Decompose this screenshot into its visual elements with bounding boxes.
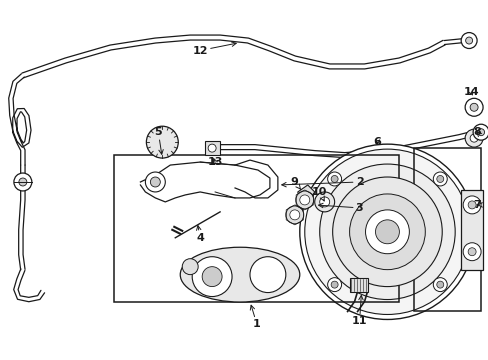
Circle shape bbox=[375, 220, 399, 244]
Polygon shape bbox=[297, 185, 314, 202]
Circle shape bbox=[208, 144, 216, 152]
Text: 11: 11 bbox=[351, 296, 366, 327]
Text: 6: 6 bbox=[373, 137, 381, 147]
Text: 12: 12 bbox=[192, 42, 236, 55]
Circle shape bbox=[19, 178, 27, 186]
Circle shape bbox=[469, 134, 477, 142]
Circle shape bbox=[319, 164, 454, 300]
Circle shape bbox=[365, 210, 408, 254]
Text: 7: 7 bbox=[472, 200, 482, 210]
Text: 1: 1 bbox=[250, 305, 260, 329]
Circle shape bbox=[462, 196, 480, 214]
Circle shape bbox=[249, 257, 285, 293]
Circle shape bbox=[299, 195, 309, 205]
Circle shape bbox=[295, 191, 313, 209]
Circle shape bbox=[464, 98, 482, 116]
Circle shape bbox=[436, 175, 443, 183]
Circle shape bbox=[289, 210, 299, 220]
Circle shape bbox=[436, 281, 443, 288]
Circle shape bbox=[432, 278, 447, 292]
Bar bbox=[460, 190, 482, 270]
Circle shape bbox=[304, 149, 469, 315]
Text: 4: 4 bbox=[196, 226, 203, 243]
Circle shape bbox=[465, 37, 471, 44]
Circle shape bbox=[146, 126, 178, 158]
Circle shape bbox=[319, 197, 329, 207]
Circle shape bbox=[477, 129, 484, 136]
Circle shape bbox=[467, 248, 475, 256]
Circle shape bbox=[327, 172, 341, 186]
Bar bbox=[349, 278, 367, 292]
Circle shape bbox=[464, 129, 482, 147]
Text: 3: 3 bbox=[318, 203, 363, 213]
Circle shape bbox=[182, 259, 198, 275]
Text: 10: 10 bbox=[311, 187, 327, 201]
Circle shape bbox=[327, 278, 341, 292]
Bar bbox=[205, 141, 220, 155]
Text: 5: 5 bbox=[154, 127, 163, 154]
Bar bbox=[413, 148, 480, 311]
Circle shape bbox=[349, 194, 425, 270]
Text: 13: 13 bbox=[207, 157, 223, 167]
Circle shape bbox=[150, 177, 160, 187]
Circle shape bbox=[145, 172, 165, 192]
Text: 9: 9 bbox=[290, 177, 301, 190]
Circle shape bbox=[332, 177, 441, 287]
Circle shape bbox=[202, 267, 222, 287]
Circle shape bbox=[285, 206, 303, 224]
Text: 8: 8 bbox=[472, 127, 481, 137]
Circle shape bbox=[472, 124, 488, 140]
Circle shape bbox=[192, 257, 232, 297]
Circle shape bbox=[467, 201, 475, 209]
Circle shape bbox=[299, 144, 474, 319]
Circle shape bbox=[469, 103, 477, 111]
Circle shape bbox=[314, 192, 334, 212]
Text: 2: 2 bbox=[281, 177, 363, 187]
Circle shape bbox=[462, 243, 480, 261]
Circle shape bbox=[460, 32, 476, 49]
Circle shape bbox=[432, 172, 447, 186]
Circle shape bbox=[330, 281, 337, 288]
Ellipse shape bbox=[180, 247, 299, 302]
Bar bbox=[113, 155, 399, 302]
Circle shape bbox=[14, 173, 32, 191]
Text: 14: 14 bbox=[462, 87, 478, 97]
Circle shape bbox=[330, 175, 337, 183]
